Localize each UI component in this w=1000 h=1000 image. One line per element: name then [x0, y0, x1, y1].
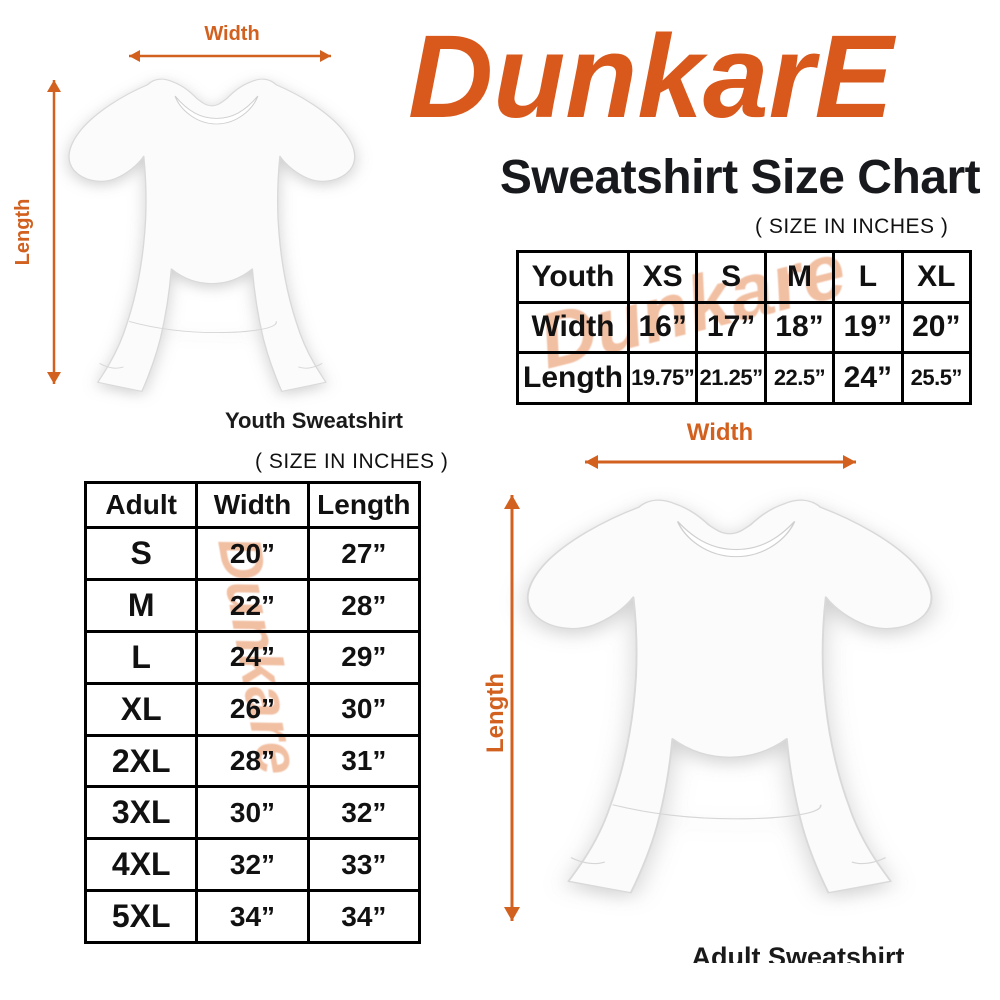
svg-text:Length: Length: [12, 199, 34, 266]
svg-text:Youth Sweatshirt: Youth Sweatshirt: [225, 408, 404, 433]
svg-text:DunkarE: DunkarE: [408, 11, 897, 143]
svg-text:Width: Width: [687, 419, 753, 446]
svg-text:Adult Sweatshirt: Adult Sweatshirt: [691, 942, 904, 963]
svg-text:Width: Width: [204, 23, 259, 45]
svg-text:Length: Length: [482, 673, 509, 753]
